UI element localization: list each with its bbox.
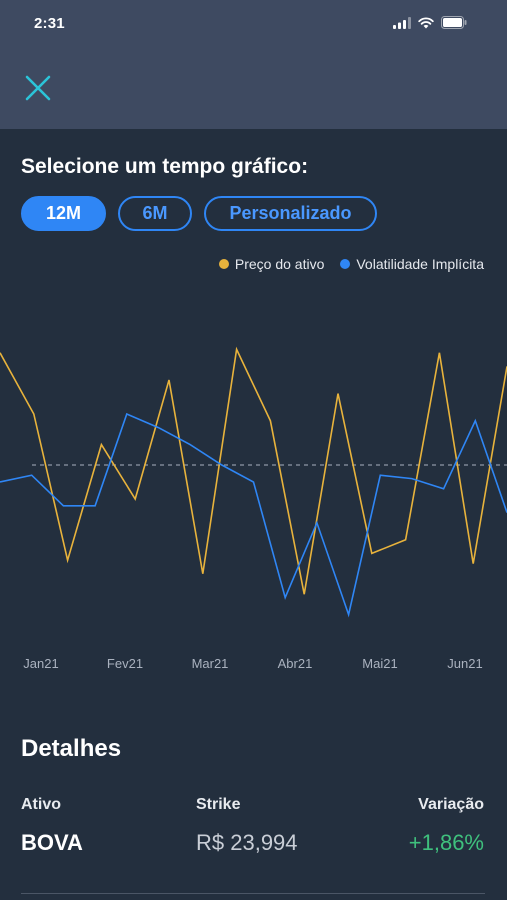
line-chart[interactable]: Jan21 Fev21 Mar21 Abr21 Mai21 Jun21: [0, 280, 507, 680]
variation-label: Variação: [418, 796, 484, 813]
x-tick-label: Mai21: [362, 656, 397, 671]
timeframe-options: 12M 6M Personalizado: [21, 196, 377, 231]
chart-legend: Preço do ativo Volatilidade Implícita: [218, 256, 484, 272]
legend-item-volatility: Volatilidade Implícita: [340, 256, 484, 272]
battery-icon: [441, 16, 467, 29]
divider: [21, 893, 485, 894]
top-bar: 2:31: [0, 0, 507, 129]
status-time: 2:31: [34, 15, 65, 32]
signal-icon: [393, 16, 411, 29]
timeframe-6m-button[interactable]: 6M: [118, 196, 192, 231]
x-tick-label: Mar21: [192, 656, 229, 671]
timeframe-custom-button[interactable]: Personalizado: [204, 196, 377, 231]
status-icons: [393, 16, 467, 29]
strike-label: Strike: [196, 796, 241, 813]
details-title: Detalhes: [21, 735, 122, 762]
asset-value: BOVA: [21, 830, 83, 855]
series-line-price: [0, 346, 507, 595]
legend-dot-volatility: [340, 259, 351, 269]
close-icon: [25, 75, 51, 101]
legend-label-volatility: Volatilidade Implícita: [356, 256, 484, 272]
x-tick-label: Jun21: [447, 656, 482, 671]
close-button[interactable]: [22, 72, 54, 104]
legend-item-price: Preço do ativo: [218, 256, 325, 272]
x-tick-label: Jan21: [23, 656, 58, 671]
legend-dot-price: [218, 259, 229, 269]
variation-value: +1,86%: [408, 830, 484, 855]
x-tick-label: Abr21: [278, 656, 313, 671]
legend-label-price: Preço do ativo: [234, 256, 325, 272]
x-tick-label: Fev21: [107, 656, 143, 671]
asset-label: Ativo: [21, 796, 61, 813]
series-line-volatility: [0, 412, 507, 618]
timeframe-12m-button[interactable]: 12M: [21, 196, 106, 231]
timeframe-title: Selecione um tempo gráfico:: [21, 155, 309, 178]
wifi-icon: [418, 16, 434, 28]
strike-value: R$ 23,994: [196, 830, 298, 855]
